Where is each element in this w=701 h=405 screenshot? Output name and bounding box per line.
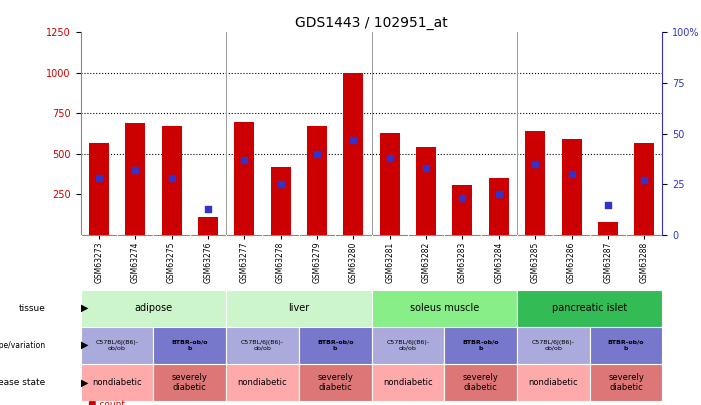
Point	[529, 161, 540, 167]
Bar	[81, 364, 154, 401]
Bar	[525, 131, 545, 235]
Point	[602, 201, 613, 208]
Bar	[198, 217, 218, 235]
Bar	[380, 133, 400, 235]
Bar	[372, 364, 444, 401]
Text: nondiabetic: nondiabetic	[529, 378, 578, 387]
Text: BTBR-ob/o
b: BTBR-ob/o b	[317, 340, 353, 351]
Bar	[517, 290, 662, 327]
Point	[166, 175, 177, 181]
Point	[494, 191, 505, 198]
Text: nondiabetic: nondiabetic	[92, 378, 142, 387]
Bar	[89, 143, 109, 235]
Text: genotype/variation: genotype/variation	[0, 341, 46, 350]
Text: soleus muscle: soleus muscle	[409, 303, 479, 313]
Text: BTBR-ob/o
b: BTBR-ob/o b	[463, 340, 499, 351]
Point	[203, 205, 214, 212]
Text: pancreatic islet: pancreatic islet	[552, 303, 627, 313]
Bar	[372, 327, 444, 364]
Text: adipose: adipose	[135, 303, 172, 313]
Bar	[444, 327, 517, 364]
Bar	[81, 290, 226, 327]
Text: BTBR-ob/o
b: BTBR-ob/o b	[172, 340, 208, 351]
Point	[457, 195, 468, 202]
Bar	[154, 327, 226, 364]
Bar	[299, 364, 372, 401]
Bar	[634, 143, 654, 235]
Bar	[517, 327, 590, 364]
Text: nondiabetic: nondiabetic	[238, 378, 287, 387]
Point	[384, 155, 395, 161]
Bar	[234, 122, 254, 235]
Bar	[226, 327, 299, 364]
Bar	[562, 139, 582, 235]
Bar	[452, 185, 472, 235]
Text: C57BL/6J(B6)-
ob/ob: C57BL/6J(B6)- ob/ob	[532, 340, 575, 351]
Text: disease state: disease state	[0, 378, 46, 387]
Bar	[307, 126, 327, 235]
Bar	[598, 222, 618, 235]
Text: nondiabetic: nondiabetic	[383, 378, 433, 387]
Point	[238, 157, 250, 163]
Bar	[372, 290, 517, 327]
Point	[421, 165, 432, 171]
Text: ■ count: ■ count	[88, 400, 125, 405]
Bar	[590, 327, 662, 364]
Bar	[517, 364, 590, 401]
Bar	[81, 327, 154, 364]
Bar	[416, 147, 436, 235]
Point	[93, 175, 104, 181]
Bar	[226, 290, 372, 327]
Point	[566, 171, 577, 177]
Bar	[161, 126, 182, 235]
Text: severely
diabetic: severely diabetic	[172, 373, 207, 392]
Text: C57BL/6J(B6)-
ob/ob: C57BL/6J(B6)- ob/ob	[241, 340, 284, 351]
Bar	[226, 364, 299, 401]
Text: severely
diabetic: severely diabetic	[318, 373, 353, 392]
Text: severely
diabetic: severely diabetic	[463, 373, 498, 392]
Bar	[590, 364, 662, 401]
Point	[275, 181, 286, 188]
Bar	[444, 364, 517, 401]
Text: BTBR-ob/o
b: BTBR-ob/o b	[608, 340, 644, 351]
Text: ▶: ▶	[81, 377, 88, 388]
Text: ▶: ▶	[81, 340, 88, 350]
Point	[311, 151, 322, 157]
Text: severely
diabetic: severely diabetic	[608, 373, 644, 392]
Title: GDS1443 / 102951_at: GDS1443 / 102951_at	[295, 16, 448, 30]
Text: C57BL/6J(B6)-
ob/ob: C57BL/6J(B6)- ob/ob	[386, 340, 430, 351]
Bar	[489, 178, 509, 235]
Text: tissue: tissue	[19, 304, 46, 313]
Bar	[125, 123, 145, 235]
Point	[130, 167, 141, 173]
Point	[348, 136, 359, 143]
Bar	[343, 73, 363, 235]
Text: C57BL/6J(B6)-
ob/ob: C57BL/6J(B6)- ob/ob	[95, 340, 139, 351]
Bar	[271, 167, 291, 235]
Bar	[154, 364, 226, 401]
Text: ▶: ▶	[81, 303, 88, 313]
Point	[639, 177, 650, 183]
Bar	[299, 327, 372, 364]
Text: liver: liver	[288, 303, 309, 313]
